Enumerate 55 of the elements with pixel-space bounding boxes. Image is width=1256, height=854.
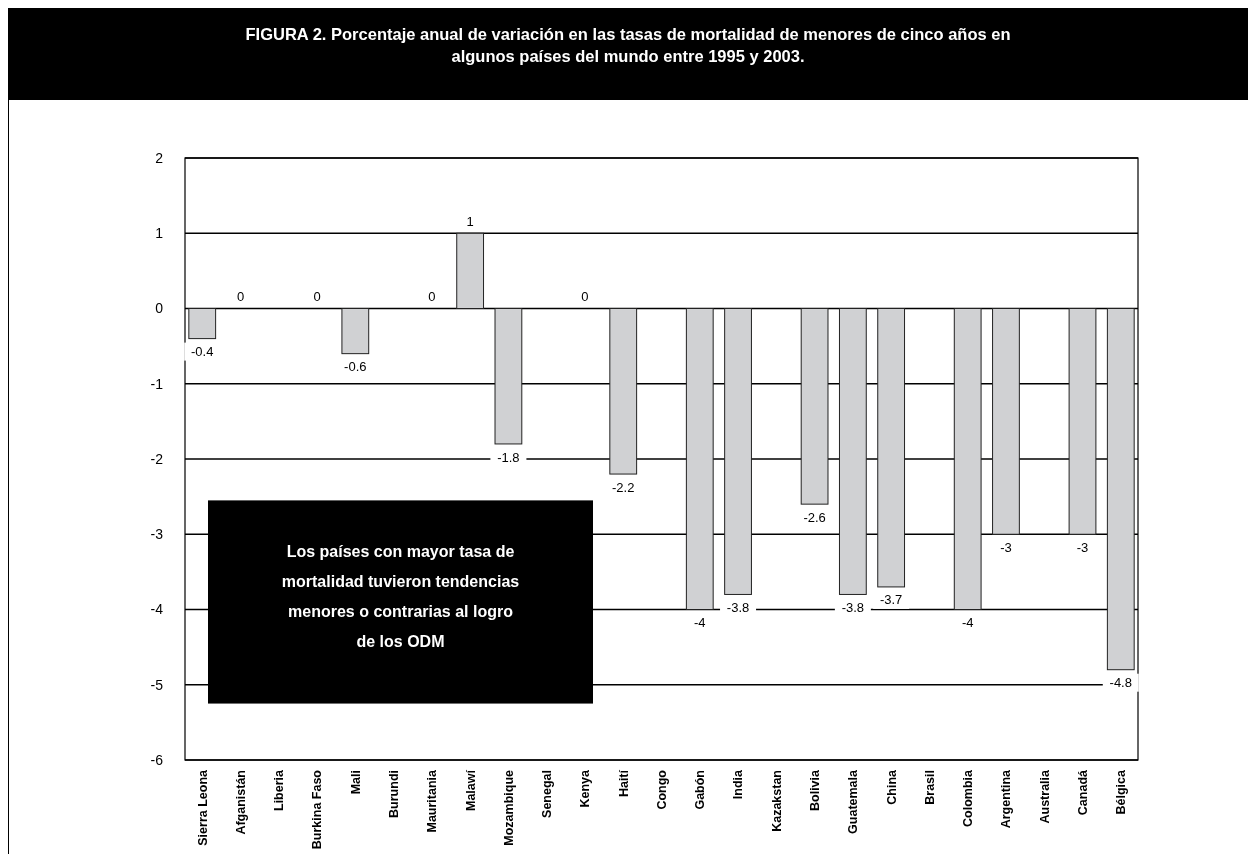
- x-tick-label: Gabón: [693, 770, 708, 810]
- x-tick-label: India: [731, 768, 746, 800]
- data-label: -3: [1000, 539, 1012, 555]
- data-label: -0.4: [191, 344, 214, 360]
- y-tick-label: -2: [150, 450, 164, 467]
- data-label: -3.8: [841, 600, 865, 615]
- x-tick-label: Burundi: [386, 770, 401, 818]
- x-tick-label: Haití: [616, 769, 631, 798]
- x-tick-label: Burkina Faso: [310, 769, 325, 850]
- x-tick-label: Congo: [654, 769, 669, 810]
- x-tick-label: Mali: [348, 770, 363, 795]
- x-tick-label: Senegal: [540, 770, 555, 818]
- x-tick-label: Argentina: [999, 768, 1014, 829]
- data-label: -3: [1076, 539, 1089, 555]
- data-label: -4.8: [1109, 675, 1132, 691]
- x-tick-label: Kazakstan: [769, 770, 784, 832]
- data-label: 0: [313, 289, 321, 305]
- x-tick-label: China: [884, 768, 899, 805]
- x-tick-label: Brasil: [922, 770, 937, 805]
- y-tick-label: -1: [150, 375, 164, 392]
- x-tick-label: Guatemala: [846, 768, 861, 834]
- data-label: 0: [236, 289, 245, 305]
- y-tick-label: -4: [150, 601, 164, 618]
- x-tick-label: Canadá: [1075, 769, 1090, 816]
- x-tick-label: Afganistán: [233, 770, 248, 835]
- x-tick-label: Bélgica: [1114, 768, 1129, 815]
- x-tick-label: Bolivia: [807, 768, 822, 811]
- x-tick-label: Malawí: [463, 769, 478, 811]
- data-label: -3.8: [726, 600, 750, 615]
- y-tick-label: 0: [155, 300, 164, 317]
- data-label: -0.6: [344, 359, 367, 375]
- y-tick-label: 1: [155, 225, 164, 242]
- data-label: -4: [961, 615, 974, 631]
- note-box: Los países con mayor tasa de mortalidad tuvieron tendencias menores o contrarias al logro de los ODM: [208, 500, 593, 704]
- data-label: 1: [466, 213, 474, 229]
- annotation: Los países con mayor tasa de mortalidad tuvieron tendencias menores o contrarias al logro de los ODM: [281, 542, 520, 650]
- data-label: -2.2: [612, 479, 635, 495]
- x-tick-label: Sierra Leona: [195, 768, 210, 846]
- data-label: -2.6: [803, 509, 826, 525]
- x-tick-label: Mozambique: [501, 769, 516, 846]
- x-tick-label: Australia: [1037, 768, 1052, 824]
- y-tick-label: -5: [150, 676, 164, 693]
- y-tick-label: 2: [155, 149, 164, 166]
- y-tick-label: -3: [150, 526, 164, 543]
- data-label: 0: [581, 289, 589, 305]
- x-tick-label: Liberia: [272, 768, 287, 811]
- x-tick-label: Colombia: [961, 768, 976, 827]
- y-tick-label: -6: [150, 751, 164, 768]
- data-label: -1.8: [497, 449, 520, 465]
- chart-title: FIGURA 2. Porcentaje anual de variación en las tasas de mortalidad de menores de cinco años en algunos países del mundo entre 1995 y 2003.: [245, 25, 1011, 65]
- data-label: 0: [428, 289, 436, 305]
- x-tick-label: Kenya: [578, 768, 593, 808]
- x-tick-label: Mauritania: [425, 768, 440, 833]
- data-label: -4: [693, 615, 706, 631]
- data-label: -3.7: [879, 592, 903, 608]
